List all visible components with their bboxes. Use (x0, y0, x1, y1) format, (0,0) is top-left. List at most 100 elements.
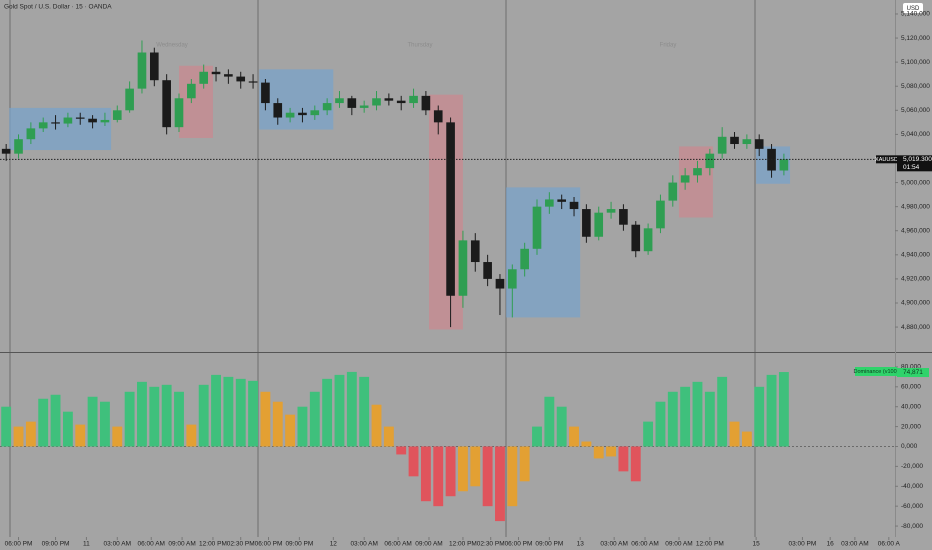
x-tick-label: 03:00 AM (841, 541, 868, 548)
zone (506, 187, 581, 318)
candle-body (322, 103, 332, 111)
candle-body (569, 201, 579, 210)
x-tick-label: 06:00 PM (5, 541, 33, 548)
candle-body (421, 95, 431, 111)
histogram-bar (1, 406, 12, 447)
currency-box[interactable] (903, 3, 923, 13)
histogram-bar (346, 371, 357, 447)
histogram-bar (729, 421, 740, 447)
price-label: 5,019.300 (903, 156, 932, 163)
x-tick-label: 12:00 PM (696, 541, 724, 548)
legend-box (855, 367, 897, 376)
histogram-bar (309, 391, 320, 447)
candle-body (594, 212, 604, 237)
x-tick-label: 03:00 PM (788, 541, 816, 548)
histogram-bar (174, 391, 184, 447)
x-tick-label: 02:30 PM (227, 541, 255, 548)
candle-body (38, 122, 48, 129)
histogram-bar (495, 446, 505, 522)
candle-body (483, 262, 492, 279)
histogram-bar (704, 391, 715, 447)
y-tick-label: 4,900,000 (901, 300, 930, 307)
histogram-bar (285, 414, 296, 447)
candle-body (1, 148, 11, 154)
histogram-bar (38, 398, 49, 447)
histogram-bar (457, 446, 468, 492)
histogram-bar (198, 384, 209, 447)
y-tick-label: 40,000 (901, 403, 921, 410)
zone (428, 94, 463, 330)
y-tick-label: -60,000 (901, 503, 923, 510)
y-tick-label: 4,960,000 (901, 227, 930, 234)
x-tick-label: 12:00 PM (199, 541, 227, 548)
x-tick-label: 11 (83, 541, 90, 548)
histogram-bar (667, 391, 678, 447)
histogram-bar (62, 411, 73, 447)
histogram-bar (25, 421, 36, 447)
y-tick-label: -80,000 (901, 523, 923, 530)
candle-body (507, 269, 517, 289)
candle-body (396, 100, 406, 104)
x-tick-label: 09:00 PM (535, 541, 563, 548)
histogram-bar (643, 421, 654, 447)
histogram-bar (433, 446, 444, 507)
candle-body (187, 83, 196, 99)
y-tick-label: 5,040,000 (901, 131, 930, 138)
value-label: 74,871 (903, 369, 923, 376)
x-tick-label: 09:00 AM (665, 541, 692, 548)
y-tick-label: 5,060,000 (901, 107, 930, 114)
candle-body (532, 206, 542, 249)
histogram-bar (408, 446, 419, 477)
histogram-bar (507, 446, 518, 507)
x-tick-label: 15 (753, 541, 761, 548)
symbol: XAUUSD (875, 157, 898, 163)
y-tick-label: -20,000 (901, 463, 923, 470)
candle-body (174, 98, 184, 128)
candle-body (335, 98, 344, 104)
histogram-bar (137, 381, 147, 447)
histogram-bar (569, 426, 579, 447)
y-tick-label: 4,980,000 (901, 203, 930, 210)
histogram-bar (371, 404, 382, 447)
histogram-bar (50, 394, 61, 447)
histogram-bar (87, 396, 98, 447)
zone (9, 107, 112, 151)
y-tick-label: 5,120,000 (901, 35, 930, 42)
candle-body (730, 136, 739, 145)
y-tick-label: 80,000 (901, 364, 921, 371)
histogram-bar (606, 446, 617, 457)
histogram-bar (161, 384, 172, 447)
histogram-bar (445, 446, 456, 497)
x-tick-label: 06:00 AM (137, 541, 164, 548)
candle-body (26, 128, 36, 140)
histogram-bar (112, 426, 123, 447)
countdown: 01:54 (903, 164, 920, 171)
x-tick-label: 12 (330, 541, 338, 548)
currency[interactable]: USD (907, 6, 920, 12)
histogram-bar (692, 381, 703, 447)
candle-body (458, 240, 468, 296)
candle-body (643, 228, 653, 252)
candle-body (273, 103, 283, 118)
candle-body (149, 52, 159, 81)
candle-body (693, 168, 702, 176)
value-box (897, 368, 929, 378)
candle-body (261, 82, 270, 104)
candle-body (14, 139, 23, 154)
y-tick-label: 5,080,000 (901, 83, 930, 90)
histogram-bar (532, 426, 542, 447)
histogram-bar (186, 424, 197, 447)
histogram-bar (778, 372, 789, 447)
histogram-bar (322, 378, 333, 447)
candle-body (779, 159, 789, 171)
x-tick-label: 03:00 AM (350, 541, 377, 548)
candle-body (680, 175, 690, 183)
x-tick-label: 06:00 PM (255, 541, 283, 548)
candle-body (75, 117, 85, 119)
candle-body (88, 118, 97, 123)
x-tick-label: 09:00 AM (415, 541, 442, 548)
histogram-bar (544, 396, 555, 447)
y-tick-label: 60,000 (901, 384, 921, 391)
histogram-bar (223, 376, 234, 447)
